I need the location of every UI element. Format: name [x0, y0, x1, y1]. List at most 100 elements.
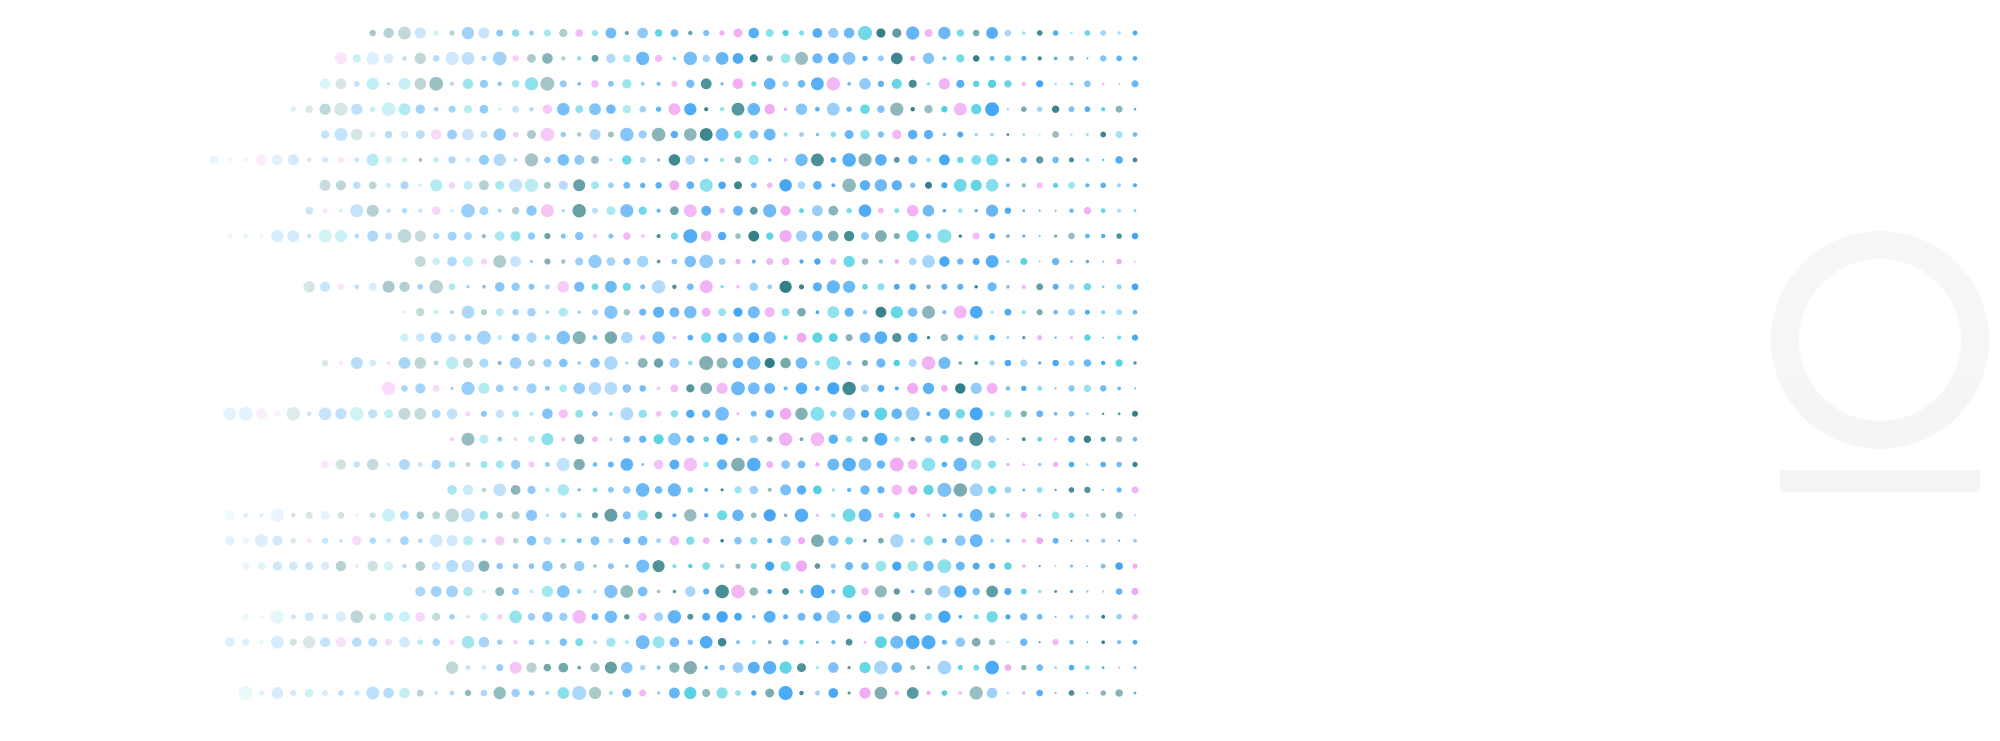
dot — [892, 129, 902, 140]
dot — [878, 512, 884, 518]
dot — [652, 560, 665, 573]
dot — [876, 28, 886, 38]
dot — [620, 127, 634, 142]
dot — [811, 534, 824, 547]
dot — [1070, 133, 1073, 136]
dot — [953, 483, 967, 497]
dot — [731, 457, 745, 472]
dot — [463, 358, 473, 368]
dot — [591, 613, 599, 621]
dot — [703, 461, 710, 468]
dot — [561, 437, 566, 442]
dot — [1022, 234, 1026, 238]
dot — [607, 486, 614, 493]
dot — [639, 435, 647, 443]
dot — [909, 283, 916, 291]
dot — [414, 230, 426, 242]
dot — [954, 585, 967, 598]
dot — [1116, 461, 1122, 468]
dot — [985, 660, 999, 675]
dot — [1100, 30, 1107, 36]
dot — [781, 460, 790, 469]
dot — [510, 256, 521, 267]
dot — [1004, 587, 1012, 596]
dot — [591, 54, 599, 62]
dot — [859, 662, 871, 674]
dot — [704, 488, 709, 492]
dot — [305, 511, 313, 519]
dot — [591, 155, 599, 164]
dot — [591, 181, 599, 190]
dot — [337, 511, 345, 519]
dot — [670, 130, 679, 139]
dot — [401, 385, 408, 392]
dot — [826, 102, 840, 116]
dot — [461, 305, 475, 319]
dot — [846, 106, 852, 112]
dot — [386, 538, 392, 544]
dot — [716, 611, 728, 623]
dot — [988, 639, 996, 646]
dot — [956, 79, 965, 88]
dot — [828, 688, 839, 698]
dot — [430, 129, 442, 140]
dot — [654, 29, 663, 37]
dot — [446, 560, 459, 573]
dot — [429, 76, 444, 91]
dot — [524, 77, 539, 91]
dot — [466, 615, 470, 619]
dot — [1102, 590, 1105, 593]
dot — [766, 461, 774, 468]
dot — [1021, 55, 1027, 61]
dot — [926, 157, 931, 163]
dot — [843, 255, 855, 268]
dot — [478, 154, 489, 165]
dot — [655, 182, 662, 189]
dot — [209, 155, 218, 164]
dot — [1102, 412, 1105, 415]
dot — [926, 665, 931, 670]
dot — [415, 104, 425, 114]
dot — [1116, 55, 1122, 62]
dot — [924, 587, 933, 596]
dot — [687, 487, 694, 493]
dot — [604, 508, 618, 522]
dot — [1115, 105, 1123, 113]
dot — [572, 204, 586, 218]
dot — [1102, 285, 1105, 288]
dot — [716, 459, 728, 470]
dot — [974, 285, 978, 289]
dot — [637, 358, 648, 368]
dot — [1004, 410, 1012, 418]
dot — [573, 458, 585, 471]
dot — [622, 105, 631, 114]
dot — [638, 206, 647, 215]
dot — [636, 559, 650, 573]
dot — [1007, 692, 1009, 694]
dot — [699, 280, 713, 294]
dot — [922, 204, 935, 217]
dot — [750, 182, 757, 189]
dot — [811, 153, 824, 167]
dot — [1133, 514, 1137, 517]
dot — [242, 512, 249, 518]
dot — [448, 461, 456, 468]
dot — [957, 208, 963, 214]
dot — [842, 585, 856, 598]
dot — [779, 280, 792, 293]
dot — [1132, 132, 1138, 137]
dot — [656, 208, 661, 213]
dot — [243, 157, 248, 162]
dot — [655, 410, 662, 417]
dot — [1117, 31, 1121, 35]
dot — [290, 689, 297, 697]
dot — [635, 483, 650, 497]
dot — [893, 512, 901, 519]
dot — [751, 259, 756, 264]
dot — [826, 610, 840, 624]
dot — [350, 204, 364, 218]
dot — [779, 661, 792, 674]
dot — [669, 358, 680, 368]
dot — [415, 561, 426, 571]
dot — [574, 281, 585, 292]
